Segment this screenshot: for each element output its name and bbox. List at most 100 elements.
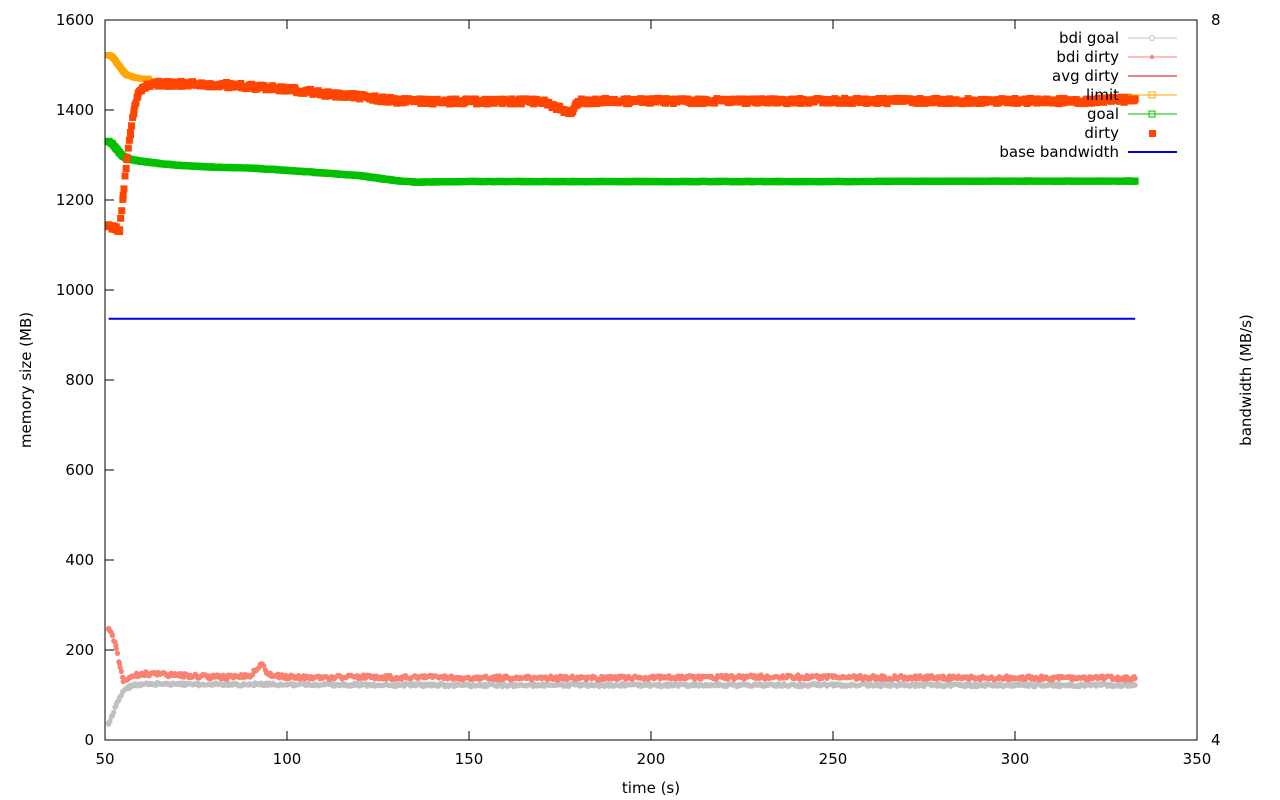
- data-point: [1131, 95, 1139, 103]
- data-point: [266, 672, 272, 678]
- data-point: [902, 97, 910, 105]
- data-point: [976, 674, 982, 681]
- data-point: [429, 178, 437, 186]
- data-point: [121, 172, 129, 180]
- data-point: [721, 682, 727, 688]
- data-point: [210, 163, 218, 171]
- data-point: [248, 673, 254, 679]
- data-point: [319, 89, 327, 97]
- y2-tick-label: 8: [1211, 11, 1221, 29]
- data-point: [117, 664, 123, 671]
- data-point: [410, 178, 418, 186]
- data-point: [757, 682, 763, 688]
- plot-frame: [104, 19, 1198, 741]
- data-point: [108, 224, 116, 232]
- data-point: [284, 682, 290, 688]
- data-point: [866, 674, 873, 681]
- y2-axis-label: bandwidth (MB/s): [1237, 314, 1255, 446]
- data-point: [1012, 675, 1018, 681]
- data-point: [119, 152, 127, 160]
- data-point: [126, 129, 134, 136]
- legend-label-limit: limit: [1086, 86, 1119, 104]
- data-point: [1132, 675, 1138, 681]
- data-point: [109, 633, 115, 639]
- data-point: [1084, 97, 1092, 105]
- y-axis-label: memory size (MB): [17, 312, 35, 448]
- series-goal: [105, 137, 1139, 186]
- series-bdi-dirty: [106, 625, 1138, 685]
- data-point: [124, 144, 132, 152]
- data-point: [1085, 675, 1091, 681]
- data-point: [248, 681, 254, 687]
- data-point: [357, 682, 363, 688]
- data-point: [648, 682, 654, 688]
- data-point: [119, 195, 127, 203]
- data-point: [266, 681, 272, 687]
- data-point: [612, 682, 618, 688]
- data-point: [106, 721, 112, 727]
- x-tick-label: 100: [273, 750, 302, 768]
- legend-label-dirty: dirty: [1084, 124, 1119, 142]
- data-point: [116, 694, 123, 700]
- data-point: [1047, 97, 1055, 105]
- data-point: [283, 85, 291, 93]
- data-point: [466, 682, 472, 688]
- data-point: [356, 93, 364, 100]
- data-point: [228, 81, 236, 89]
- data-point: [829, 178, 837, 186]
- data-point: [301, 87, 309, 95]
- data-point: [721, 674, 727, 681]
- data-point: [156, 80, 164, 88]
- data-point: [138, 670, 144, 677]
- axes: 50 100 150 200 250 300 350 0 200 400 600 800 1000 120…: [56, 11, 1221, 768]
- data-point: [393, 682, 399, 688]
- data-point: [757, 674, 763, 680]
- data-point: [109, 53, 116, 60]
- data-point: [684, 682, 691, 688]
- legend-marker: [1150, 55, 1154, 59]
- data-point: [501, 97, 509, 105]
- data-point: [684, 674, 691, 681]
- data-point: [356, 172, 364, 180]
- data-point: [137, 86, 145, 94]
- legend-label-bdi-goal: bdi goal: [1059, 29, 1119, 47]
- data-point: [794, 674, 800, 680]
- legend-sample-bdi-goal: [1128, 35, 1177, 41]
- data-point: [134, 93, 142, 100]
- data-point: [124, 677, 130, 683]
- data-point: [830, 674, 836, 681]
- y-tick-label: 200: [65, 641, 94, 659]
- legend-label-goal: goal: [1087, 105, 1119, 123]
- data-point: [105, 138, 113, 145]
- y-tick-label: 1400: [56, 101, 94, 119]
- data-point: [410, 97, 418, 105]
- data-point: [174, 161, 182, 169]
- data-point: [612, 675, 618, 681]
- data-point: [118, 668, 124, 675]
- data-point: [145, 81, 153, 89]
- x-tick-label: 200: [637, 750, 666, 768]
- data-point: [1131, 177, 1139, 185]
- data-point: [976, 682, 982, 688]
- data-point: [830, 682, 836, 688]
- data-point: [756, 97, 764, 105]
- data-point: [1048, 675, 1054, 681]
- data-point: [118, 207, 126, 215]
- data-point: [130, 156, 138, 164]
- data-point: [429, 97, 437, 105]
- data-point: [539, 682, 545, 688]
- data-point: [131, 74, 138, 81]
- data-point: [112, 225, 120, 233]
- data-point: [116, 63, 123, 70]
- data-point: [123, 71, 130, 78]
- data-point: [138, 75, 145, 82]
- data-point: [116, 228, 124, 235]
- data-point: [247, 164, 255, 172]
- data-point: [128, 122, 136, 130]
- data-point: [130, 110, 138, 118]
- data-point: [146, 681, 152, 687]
- data-point: [1048, 682, 1054, 688]
- data-point: [229, 682, 235, 688]
